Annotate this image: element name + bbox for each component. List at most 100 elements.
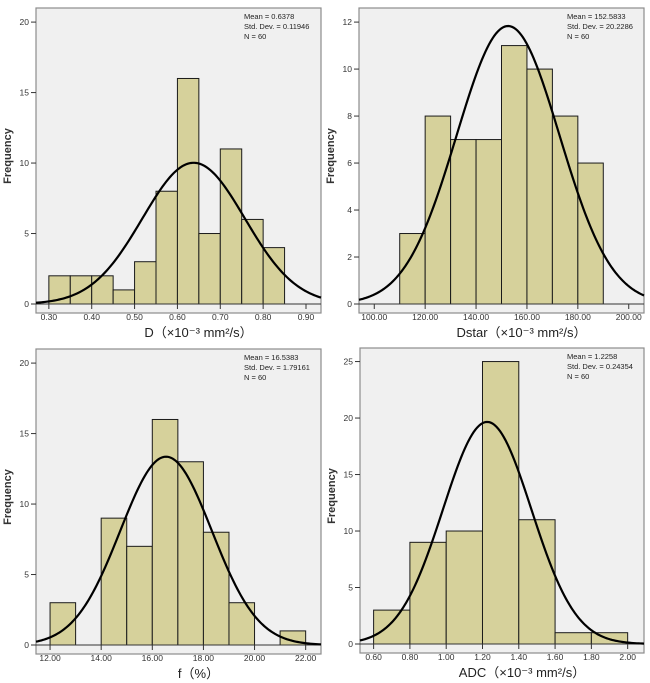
stat-annotation: Std. Dev. = 20.2286 <box>567 22 633 31</box>
stat-annotation: Mean = 152.5833 <box>567 12 626 21</box>
histogram-bar <box>176 77 200 305</box>
y-axis-label: Frequency <box>2 468 14 525</box>
x-tick-label: 100.00 <box>361 312 387 322</box>
y-tick-label: 10 <box>20 158 30 168</box>
histogram-bar <box>445 530 483 645</box>
x-tick-label: 16.00 <box>142 653 164 663</box>
y-tick-label: 4 <box>347 205 352 215</box>
y-tick-label: 20 <box>20 17 30 27</box>
x-tick-label: 0.60 <box>365 652 382 662</box>
y-tick-label: 0 <box>348 639 353 649</box>
y-tick-label: 20 <box>344 413 354 423</box>
histogram-bar <box>151 418 179 646</box>
x-axis-label: ADC（×10⁻³ mm²/s） <box>459 665 585 680</box>
histogram-bar <box>475 139 502 305</box>
histogram-bar <box>450 139 477 305</box>
y-axis-label: Frequency <box>326 467 338 524</box>
x-tick-label: 20.00 <box>244 653 266 663</box>
histogram-bar <box>69 275 93 305</box>
y-tick-label: 10 <box>343 64 353 74</box>
stat-annotation: Std. Dev. = 1.79161 <box>244 363 310 372</box>
histogram-bar <box>219 148 243 305</box>
x-tick-label: 200.00 <box>616 312 642 322</box>
histogram-bar <box>262 247 286 305</box>
y-tick-label: 15 <box>20 429 30 439</box>
y-tick-label: 5 <box>348 583 353 593</box>
x-tick-label: 1.20 <box>474 652 491 662</box>
histogram-bar <box>577 162 604 305</box>
x-tick-label: 120.00 <box>412 312 438 322</box>
y-tick-label: 20 <box>20 358 30 368</box>
histogram-bar <box>554 632 592 645</box>
x-tick-label: 0.60 <box>169 312 186 322</box>
y-axis-label: Frequency <box>2 127 14 184</box>
stat-annotation: Mean = 0.6378 <box>244 12 294 21</box>
normal-curve <box>359 420 645 645</box>
histogram-panel-2: 0 2 4 6 8 10 12 100.00 120.00 140.00 160.00 180.00 2… <box>325 7 645 340</box>
histogram-bar <box>112 289 136 305</box>
x-tick-label: 12.00 <box>39 653 61 663</box>
y-tick-label: 25 <box>344 357 354 367</box>
x-tick-label: 0.40 <box>83 312 100 322</box>
histogram-bar <box>409 541 447 645</box>
x-tick-label: 0.80 <box>255 312 272 322</box>
histogram-panel-1: 0 5 10 15 20 0.30 0.40 0.50 0.60 0.70 0.80 0.90 Freq… <box>2 7 322 340</box>
stat-annotation: N = 60 <box>244 32 266 41</box>
histogram-bar <box>526 68 553 305</box>
x-tick-label: 1.40 <box>511 652 528 662</box>
stat-annotation: Mean = 1.2258 <box>567 352 617 361</box>
x-tick-label: 22.00 <box>295 653 317 663</box>
y-tick-label: 5 <box>24 570 29 580</box>
histogram-bar <box>198 233 221 305</box>
stat-annotation: N = 60 <box>567 372 589 381</box>
histogram-bar <box>424 115 452 305</box>
x-tick-label: 14.00 <box>91 653 113 663</box>
histogram-bar <box>202 531 230 646</box>
y-tick-label: 0 <box>24 299 29 309</box>
histogram-bar <box>100 517 128 646</box>
x-tick-label: 160.00 <box>514 312 540 322</box>
histogram-bar <box>126 545 153 646</box>
x-tick-label: 1.80 <box>583 652 600 662</box>
y-tick-label: 15 <box>20 88 30 98</box>
histogram-bar <box>177 461 204 646</box>
normal-curve <box>35 161 322 304</box>
y-tick-label: 12 <box>343 17 353 27</box>
normal-curve <box>358 24 645 301</box>
normal-curve <box>35 455 322 646</box>
x-tick-label: 0.70 <box>212 312 229 322</box>
x-axis-label: Dstar（×10⁻³ mm²/s） <box>456 325 586 340</box>
histogram-panel-4: 0 5 10 15 20 25 0.60 0.80 1.00 1.20 1.40 1.60 1.80 2.… <box>326 347 645 680</box>
x-axis-label: D（×10⁻³ mm²/s） <box>144 325 252 340</box>
stat-annotation: N = 60 <box>244 373 266 382</box>
y-tick-label: 10 <box>20 499 30 509</box>
y-axis-label: Frequency <box>325 127 337 184</box>
y-tick-label: 5 <box>24 229 29 239</box>
x-tick-label: 18.00 <box>193 653 215 663</box>
x-tick-label: 0.50 <box>126 312 143 322</box>
stat-annotation: Std. Dev. = 0.11946 <box>244 22 309 31</box>
y-tick-label: 15 <box>344 470 354 480</box>
stat-annotation: Std. Dev. = 0.24354 <box>567 362 633 371</box>
x-tick-label: 140.00 <box>463 312 489 322</box>
stat-annotation: N = 60 <box>567 32 589 41</box>
y-tick-label: 10 <box>344 526 354 536</box>
x-tick-label: 0.80 <box>402 652 419 662</box>
y-tick-label: 6 <box>347 158 352 168</box>
x-tick-label: 1.60 <box>547 652 564 662</box>
stat-annotation: Mean = 16.5383 <box>244 353 298 362</box>
x-tick-label: 180.00 <box>565 312 591 322</box>
histogram-panel-3: 0 5 10 15 20 12.00 14.00 16.00 18.00 20.00 22.00 Fr… <box>2 348 322 681</box>
x-tick-label: 2.00 <box>619 652 636 662</box>
histogram-bar <box>518 519 556 645</box>
y-tick-label: 2 <box>347 252 352 262</box>
histogram-bar <box>501 45 528 305</box>
histogram-bar <box>481 361 520 645</box>
x-tick-label: 1.00 <box>438 652 455 662</box>
x-axis-label: f（%） <box>178 666 219 681</box>
x-tick-label: 0.30 <box>41 312 58 322</box>
y-tick-label: 0 <box>347 299 352 309</box>
histogram-bar <box>373 609 411 645</box>
histogram-bar <box>155 190 178 305</box>
